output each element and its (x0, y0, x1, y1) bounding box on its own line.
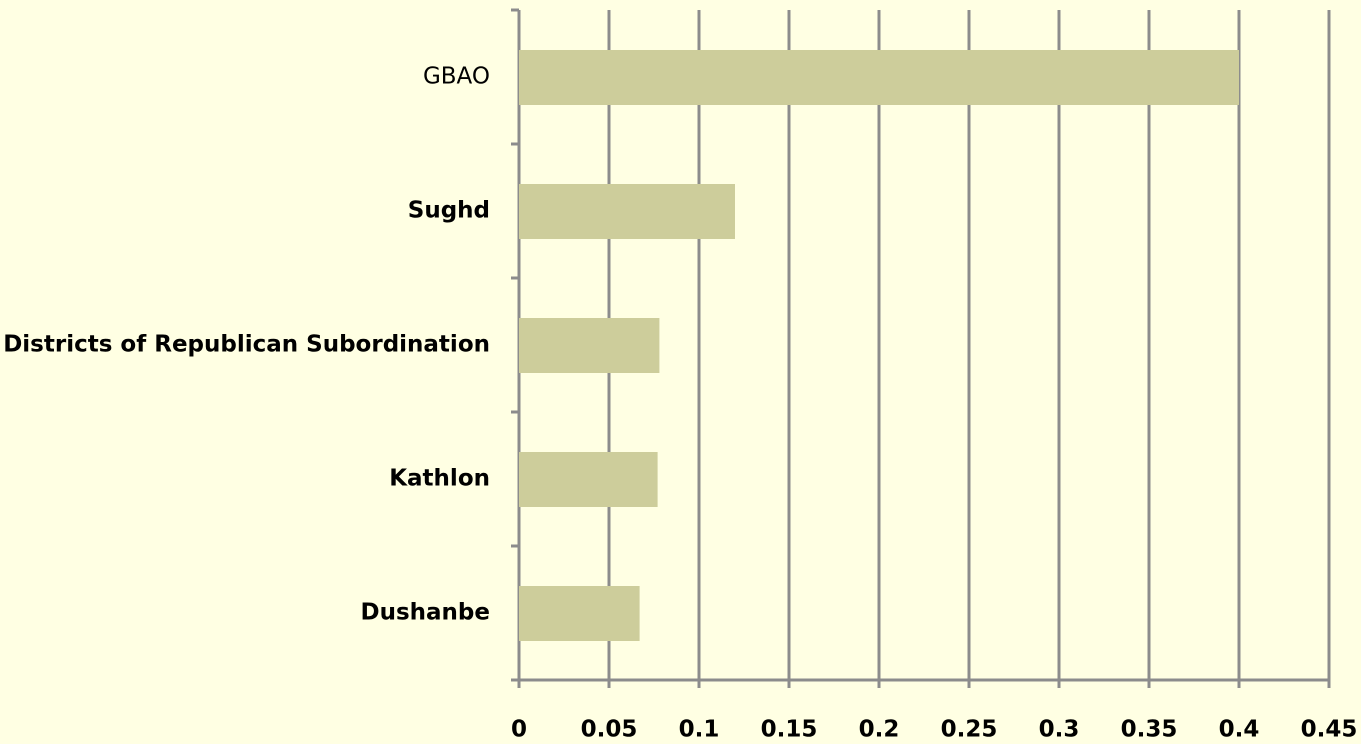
y-tick-label: Dushanbe (361, 600, 491, 626)
bar (519, 452, 658, 507)
y-tick-label: GBAO (423, 64, 490, 90)
y-tick-label: Kathlon (389, 466, 490, 492)
y-tick-label: Districts of Republican Subordination (3, 332, 490, 358)
x-tick-label: 0.05 (581, 717, 638, 743)
bar (519, 318, 660, 373)
x-tick-label: 0.25 (941, 717, 998, 743)
x-tick-label: 0.45 (1301, 717, 1358, 743)
bar (519, 586, 640, 641)
x-tick-label: 0.15 (761, 717, 818, 743)
bar (519, 184, 735, 239)
x-tick-label: 0 (511, 717, 527, 743)
y-tick-label: Sughd (408, 198, 490, 224)
x-tick-label: 0.4 (1219, 717, 1260, 743)
x-tick-label: 0.35 (1121, 717, 1178, 743)
bar (519, 50, 1239, 105)
x-tick-label: 0.3 (1039, 717, 1080, 743)
x-tick-label: 0.2 (859, 717, 900, 743)
x-tick-label: 0.1 (679, 717, 720, 743)
